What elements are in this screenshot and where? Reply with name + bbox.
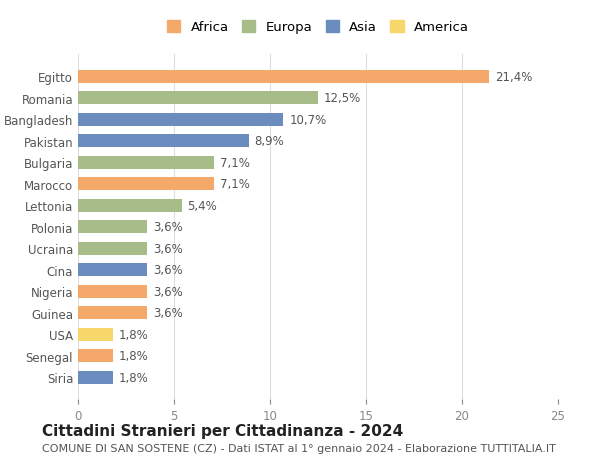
Bar <box>78 71 489 84</box>
Bar <box>78 371 113 384</box>
Bar <box>78 263 147 276</box>
Text: 1,8%: 1,8% <box>118 371 148 384</box>
Legend: Africa, Europa, Asia, America: Africa, Europa, Asia, America <box>163 17 473 38</box>
Text: 8,9%: 8,9% <box>254 135 284 148</box>
Text: 3,6%: 3,6% <box>153 285 182 298</box>
Text: COMUNE DI SAN SOSTENE (CZ) - Dati ISTAT al 1° gennaio 2024 - Elaborazione TUTTIT: COMUNE DI SAN SOSTENE (CZ) - Dati ISTAT … <box>42 443 556 453</box>
Bar <box>78 349 113 362</box>
Text: Cittadini Stranieri per Cittadinanza - 2024: Cittadini Stranieri per Cittadinanza - 2… <box>42 423 403 438</box>
Text: 3,6%: 3,6% <box>153 221 182 234</box>
Bar <box>78 92 318 105</box>
Text: 7,1%: 7,1% <box>220 178 250 191</box>
Bar <box>78 328 113 341</box>
Text: 10,7%: 10,7% <box>289 113 326 127</box>
Text: 21,4%: 21,4% <box>494 71 532 84</box>
Text: 3,6%: 3,6% <box>153 242 182 255</box>
Text: 3,6%: 3,6% <box>153 307 182 319</box>
Bar <box>78 135 249 148</box>
Bar <box>78 113 283 127</box>
Text: 7,1%: 7,1% <box>220 157 250 169</box>
Bar <box>78 199 182 212</box>
Text: 12,5%: 12,5% <box>324 92 361 105</box>
Bar <box>78 307 147 319</box>
Bar <box>78 285 147 298</box>
Bar <box>78 157 214 169</box>
Text: 5,4%: 5,4% <box>187 199 217 212</box>
Text: 1,8%: 1,8% <box>118 328 148 341</box>
Text: 1,8%: 1,8% <box>118 349 148 362</box>
Bar <box>78 221 147 234</box>
Text: 3,6%: 3,6% <box>153 263 182 277</box>
Bar <box>78 242 147 255</box>
Bar <box>78 178 214 191</box>
